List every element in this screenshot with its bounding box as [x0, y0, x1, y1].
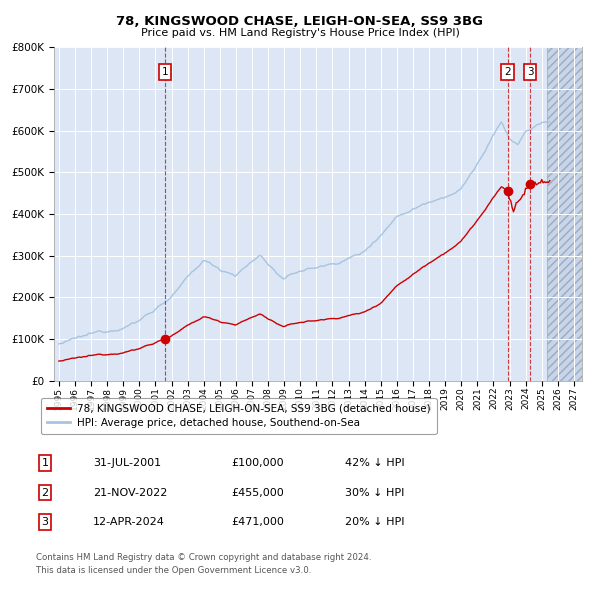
Text: £471,000: £471,000 [231, 517, 284, 527]
Bar [547, 47, 590, 381]
Text: 2: 2 [41, 488, 49, 497]
Text: 20% ↓ HPI: 20% ↓ HPI [345, 517, 404, 527]
Text: £100,000: £100,000 [231, 458, 284, 468]
Text: 21-NOV-2022: 21-NOV-2022 [93, 488, 167, 497]
Text: 3: 3 [527, 67, 533, 77]
Text: Contains HM Land Registry data © Crown copyright and database right 2024.: Contains HM Land Registry data © Crown c… [36, 553, 371, 562]
Text: 31-JUL-2001: 31-JUL-2001 [93, 458, 161, 468]
Text: 3: 3 [41, 517, 49, 527]
Bar [547, 47, 590, 381]
Text: £455,000: £455,000 [231, 488, 284, 497]
Text: 42% ↓ HPI: 42% ↓ HPI [345, 458, 404, 468]
Text: 30% ↓ HPI: 30% ↓ HPI [345, 488, 404, 497]
Text: This data is licensed under the Open Government Licence v3.0.: This data is licensed under the Open Gov… [36, 566, 311, 575]
Text: Price paid vs. HM Land Registry's House Price Index (HPI): Price paid vs. HM Land Registry's House … [140, 28, 460, 38]
Text: 12-APR-2024: 12-APR-2024 [93, 517, 165, 527]
Legend: 78, KINGSWOOD CHASE, LEIGH-ON-SEA, SS9 3BG (detached house), HPI: Average price,: 78, KINGSWOOD CHASE, LEIGH-ON-SEA, SS9 3… [41, 398, 437, 434]
Text: 1: 1 [161, 67, 168, 77]
Text: 78, KINGSWOOD CHASE, LEIGH-ON-SEA, SS9 3BG: 78, KINGSWOOD CHASE, LEIGH-ON-SEA, SS9 3… [116, 15, 484, 28]
Text: 1: 1 [41, 458, 49, 468]
Text: 2: 2 [505, 67, 511, 77]
